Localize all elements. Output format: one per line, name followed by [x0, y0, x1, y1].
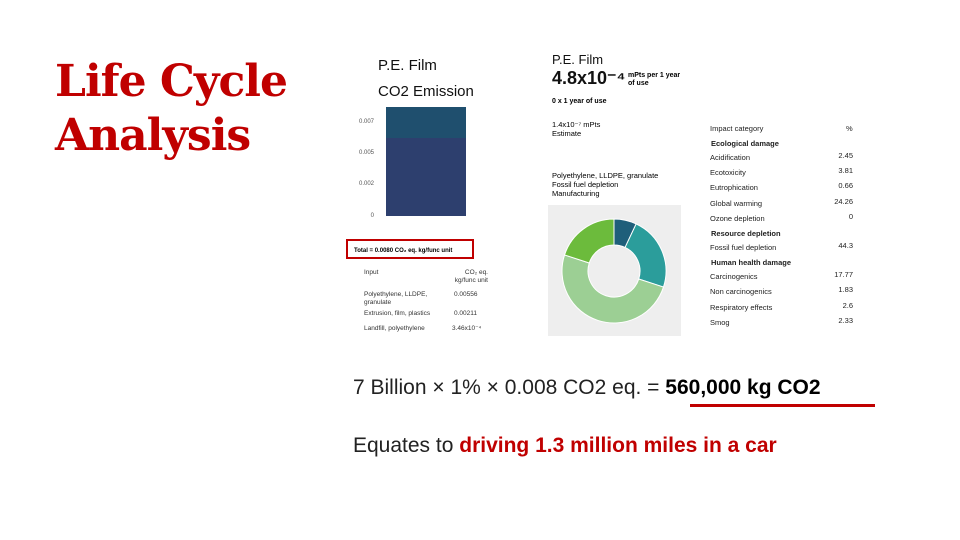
- donut-slice: [561, 254, 665, 324]
- equivalence-highlight: driving 1.3 million miles in a car: [459, 434, 777, 457]
- table-row-input: Polyethylene, LLDPE, granulate: [364, 291, 428, 306]
- y-tick: 0.002: [358, 181, 374, 187]
- impact-category-label: Acidification: [710, 153, 751, 162]
- impact-category-value: 1.83: [838, 285, 853, 295]
- y-tick: 0: [370, 213, 374, 219]
- impact-category-value: 24.26: [834, 196, 853, 206]
- result-underline: [690, 404, 875, 407]
- impact-category-label: Eutrophication: [710, 183, 758, 193]
- impact-category-label: Carcinogenics: [710, 272, 758, 282]
- equivalence-line: Equates to driving 1.3 million miles in …: [353, 434, 777, 458]
- impact-category-value: 17.77: [834, 270, 853, 280]
- legend-line: Fossil fuel depletion: [552, 180, 619, 189]
- table-row-value: 3.46x10⁻⁴: [452, 325, 482, 332]
- calculation-line: 7 Billion × 1% × 0.008 CO2 eq. = 560,000…: [353, 376, 821, 400]
- donut-chart: [561, 218, 667, 324]
- left-panel-subtitle: CO2 Emission: [378, 83, 474, 100]
- impact-group-heading: Resource depletion: [711, 229, 781, 238]
- impact-group-heading: Ecological damage: [711, 139, 779, 148]
- estimate-label: Estimate: [552, 129, 582, 138]
- table-row-value: 0.00211: [454, 310, 478, 317]
- impact-category-value: 0: [848, 211, 853, 221]
- impact-header: Impact category: [710, 124, 764, 133]
- y-tick: 0.005: [358, 150, 374, 156]
- impact-category-label: Smog: [710, 317, 730, 327]
- impact-score: 4.8x10⁻⁴: [552, 68, 626, 88]
- legend-line: Manufacturing: [552, 189, 600, 198]
- right-panel-title: P.E. Film: [552, 52, 604, 67]
- left-panel-title: P.E. Film: [378, 57, 437, 74]
- bar-segment-base: [386, 138, 466, 216]
- calculation-lhs: 7 Billion × 1% × 0.008 CO2 eq. =: [353, 376, 666, 399]
- total-emission-box: Total = 0.0080 CO₂ eq. kg/func unit: [346, 239, 474, 259]
- table-header-value: CO₂ eq. kg/func unit: [454, 269, 488, 284]
- equivalence-prefix: Equates to: [353, 434, 460, 457]
- slide-title: Life Cycle Analysis: [55, 55, 288, 163]
- impact-category-label: Fossil fuel depletion: [710, 243, 777, 252]
- table-row-input: Extrusion, film, plastics: [364, 310, 431, 317]
- title-line-2: Analysis: [55, 110, 251, 161]
- table-row-value: 0.00556: [454, 291, 478, 298]
- impact-category-label: Respiratory effects: [710, 302, 773, 312]
- impact-category-label: Ozone depletion: [710, 213, 765, 223]
- impact-panel: P.E. Film 4.8x10⁻⁴ mPts per 1 year of us…: [548, 40, 860, 338]
- donut-slice: [624, 223, 667, 288]
- impact-category-label: Non carcinogenics: [710, 287, 772, 297]
- table-header-input: Input: [364, 269, 379, 276]
- co2-emission-panel: P.E. Film CO2 Emission 0.007 0.005 0.002…: [342, 45, 492, 345]
- impact-subtitle: 0 x 1 year of use: [552, 98, 607, 105]
- impact-category-value: 0.66: [838, 181, 853, 191]
- title-line-1: Life Cycle: [55, 56, 288, 107]
- calculation-result: 560,000 kg CO2: [665, 376, 821, 399]
- impact-category-value: 2.33: [838, 315, 853, 325]
- legend-line: Polyethylene, LLDPE, granulate: [552, 171, 659, 180]
- table-row-input: Landfill, polyethylene: [364, 325, 425, 332]
- impact-category-value: 2.6: [842, 300, 853, 310]
- impact-score-unit: mPts per 1 year of use: [628, 72, 681, 87]
- donut-background: [548, 205, 681, 336]
- impact-category-value: 44.3: [838, 241, 853, 250]
- impact-category-value: 2.45: [838, 151, 853, 160]
- impact-group-heading: Human health damage: [711, 258, 792, 268]
- impact-category-label: Global warming: [710, 198, 763, 208]
- percent-header: %: [846, 124, 853, 133]
- estimate-value: 1.4x10⁻⁷ mPts: [552, 120, 601, 129]
- impact-category-label: Ecotoxicity: [710, 168, 746, 178]
- y-tick: 0.007: [358, 119, 374, 125]
- impact-category-value: 3.81: [838, 166, 853, 176]
- donut-slice: [563, 218, 615, 264]
- bar-segment-mid: [386, 107, 466, 138]
